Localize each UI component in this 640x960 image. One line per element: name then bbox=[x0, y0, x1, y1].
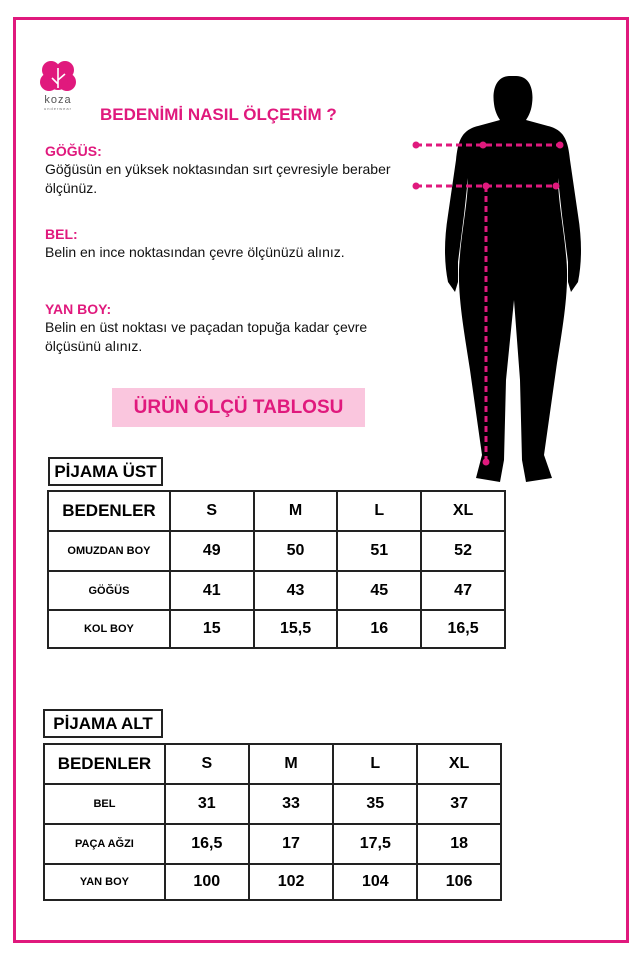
cell: 16 bbox=[336, 609, 423, 649]
table-title-pijama-alt: PİJAMA ALT bbox=[43, 709, 163, 738]
section-title-bel: BEL: bbox=[45, 226, 78, 242]
cell: 49 bbox=[168, 530, 255, 572]
header-cell: S bbox=[168, 490, 255, 532]
header-cell: XL bbox=[416, 743, 502, 785]
cell: 17,5 bbox=[332, 823, 419, 865]
cell: 106 bbox=[416, 863, 502, 901]
cell: 37 bbox=[416, 783, 502, 825]
section-body-yan-boy: Belin en üst noktası ve paçadan topuğa k… bbox=[45, 319, 368, 354]
header-cell: L bbox=[332, 743, 419, 785]
koza-logo-icon bbox=[40, 61, 76, 91]
table-row: YAN BOY 100 102 104 106 bbox=[43, 863, 502, 901]
table-row: KOL BOY 15 15,5 16 16,5 bbox=[47, 609, 506, 649]
row-label: BEL bbox=[43, 783, 166, 825]
header-cell: BEDENLER bbox=[47, 490, 171, 532]
section-body-bel: Belin en ince noktasından çevre ölçünüzü… bbox=[45, 244, 345, 260]
table-row: BEL 31 33 35 37 bbox=[43, 783, 502, 825]
pink-frame bbox=[13, 17, 629, 943]
header-cell: S bbox=[163, 743, 250, 785]
logo-text: koza bbox=[44, 94, 72, 106]
row-label: YAN BOY bbox=[43, 863, 166, 901]
row-label: GÖĞÜS bbox=[47, 570, 171, 611]
page-heading: BEDENİMİ NASIL ÖLÇERİM ? bbox=[100, 105, 337, 124]
table-header-row: BEDENLER S M L XL bbox=[43, 743, 502, 785]
cell: 104 bbox=[332, 863, 419, 901]
logo-subtext: underwear bbox=[44, 106, 72, 111]
table-header-row: BEDENLER S M L XL bbox=[47, 490, 506, 532]
cell: 31 bbox=[163, 783, 250, 825]
cell: 100 bbox=[163, 863, 250, 901]
size-table-pijama-ust: BEDENLER S M L XL OMUZDAN BOY 49 50 51 5… bbox=[47, 490, 506, 649]
header-cell: M bbox=[252, 490, 339, 532]
cell: 17 bbox=[247, 823, 335, 865]
section-title-yan-boy: YAN BOY: bbox=[45, 301, 112, 317]
cell: 15 bbox=[168, 609, 255, 649]
size-table-pijama-alt: BEDENLER S M L XL BEL 31 33 35 37 PAÇA A… bbox=[43, 743, 502, 901]
table-title-pijama-ust: PİJAMA ÜST bbox=[48, 457, 163, 486]
cell: 51 bbox=[336, 530, 423, 572]
product-size-banner: ÜRÜN ÖLÇÜ TABLOSU bbox=[112, 388, 365, 427]
cell: 18 bbox=[416, 823, 502, 865]
section-body-gogus: Göğüsün en yüksek noktasından sırt çevre… bbox=[45, 161, 391, 196]
cell: 35 bbox=[332, 783, 419, 825]
cell: 50 bbox=[252, 530, 339, 572]
header-cell: M bbox=[247, 743, 335, 785]
section-title-gogus: GÖĞÜS: bbox=[45, 143, 102, 159]
table-row: GÖĞÜS 41 43 45 47 bbox=[47, 570, 506, 611]
table-row: PAÇA AĞZI 16,5 17 17,5 18 bbox=[43, 823, 502, 865]
cell: 33 bbox=[247, 783, 335, 825]
cell: 52 bbox=[420, 530, 506, 572]
row-label: PAÇA AĞZI bbox=[43, 823, 166, 865]
cell: 16,5 bbox=[420, 609, 506, 649]
header-cell: L bbox=[336, 490, 423, 532]
row-label: OMUZDAN BOY bbox=[47, 530, 171, 572]
cell: 16,5 bbox=[163, 823, 250, 865]
cell: 47 bbox=[420, 570, 506, 611]
cell: 41 bbox=[168, 570, 255, 611]
header-cell: BEDENLER bbox=[43, 743, 166, 785]
cell: 102 bbox=[247, 863, 335, 901]
row-label: KOL BOY bbox=[47, 609, 171, 649]
cell: 43 bbox=[252, 570, 339, 611]
cell: 45 bbox=[336, 570, 423, 611]
header-cell: XL bbox=[420, 490, 506, 532]
cell: 15,5 bbox=[252, 609, 339, 649]
table-row: OMUZDAN BOY 49 50 51 52 bbox=[47, 530, 506, 572]
